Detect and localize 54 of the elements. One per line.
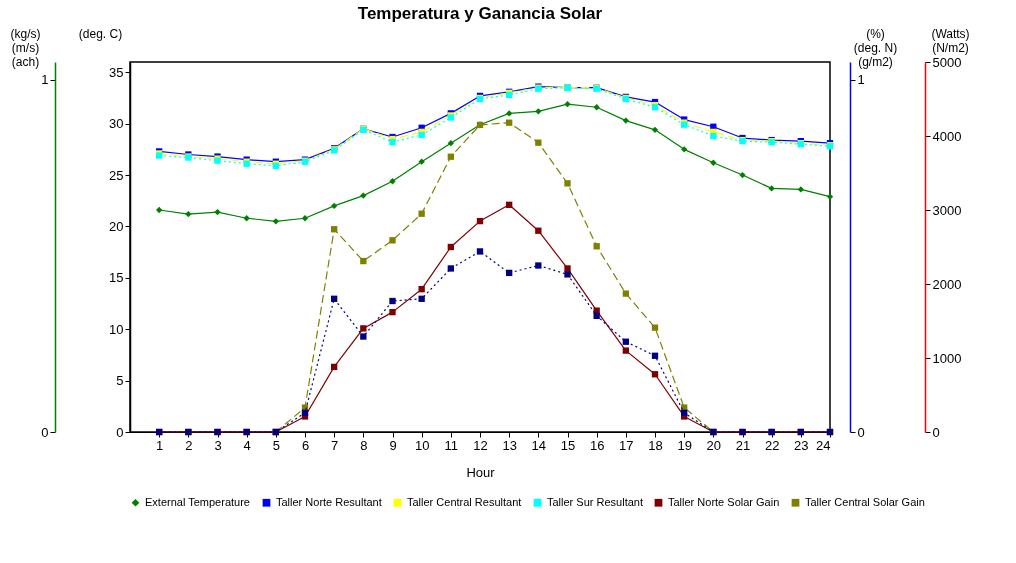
x-tick-label: 18: [648, 437, 663, 453]
y2-tick-label: 1000: [932, 350, 962, 366]
y-tick-label: 15: [109, 270, 124, 286]
y2-tick-label: 3000: [932, 202, 962, 218]
x-tick-label: 10: [414, 437, 430, 453]
y-tick-label: 5: [116, 373, 124, 389]
text: 1: [41, 72, 49, 88]
legend-label: Taller Central Solar Gain: [805, 495, 925, 508]
x-axis-title: Hour: [466, 464, 496, 480]
y-tick-label: 10: [109, 321, 124, 337]
x-tick-label: 15: [560, 437, 576, 453]
chart-title: Temperatura y Ganancia Solar: [357, 4, 603, 23]
x-tick-label: 3: [214, 437, 222, 453]
y2-tick-label: 5000: [932, 54, 962, 70]
x-tick-label: 13: [502, 437, 517, 453]
y3-tick-label: 1: [857, 72, 865, 88]
y2-axis-title: (Watts) (N/m2): [931, 26, 970, 55]
x-tick-label: 1: [156, 437, 164, 453]
x-tick-label: 20: [706, 437, 722, 453]
x-tick-label: 2: [185, 437, 193, 453]
y3-tick-label: 0: [857, 424, 865, 440]
text: 0: [41, 424, 49, 440]
x-tick-label: 9: [389, 437, 397, 453]
x-tick-label: 4: [243, 437, 251, 453]
x-tick-label: 5: [272, 437, 280, 453]
x-tick-label: 7: [331, 437, 339, 453]
x-tick-label: 23: [794, 437, 809, 453]
legend-label: Taller Norte Resultant: [276, 495, 382, 508]
x-tick-label: 16: [589, 437, 605, 453]
y2-tick-label: 4000: [932, 128, 962, 144]
y3-axis-title: (%) (deg. N) (g/m2): [853, 26, 898, 69]
y-tick-label: 35: [109, 64, 124, 80]
x-tick-label: 21: [735, 437, 751, 453]
y-tick-label: 30: [109, 116, 124, 132]
x-tick-label: 6: [301, 437, 310, 453]
y-tick-label: 0: [116, 424, 124, 440]
legend-label: External Temperature: [145, 495, 250, 508]
x-tick-label: 11: [444, 437, 459, 453]
x-tick-label: 14: [531, 437, 547, 453]
x-tick-label: 19: [677, 437, 692, 453]
x-tick-label: 17: [619, 437, 634, 453]
y2-tick-label: 2000: [932, 276, 962, 292]
x-tick-label: 8: [360, 437, 368, 453]
x-tick-label: 12: [473, 437, 488, 453]
y-axis-title: (deg. C): [78, 26, 123, 41]
legend-label: Taller Norte Solar Gain: [668, 495, 780, 508]
y-tick-label: 25: [109, 167, 124, 183]
legend-label: Taller Sur Resultant: [547, 495, 643, 508]
text: (kg/s) (m/s) (ach): [10, 26, 41, 69]
y-tick-label: 20: [109, 218, 124, 234]
x-tick-label: 24: [816, 437, 831, 453]
y2-tick-label: 0: [932, 424, 940, 440]
x-tick-label: 22: [764, 437, 780, 453]
legend-label: Taller Central Resultant: [407, 495, 522, 508]
